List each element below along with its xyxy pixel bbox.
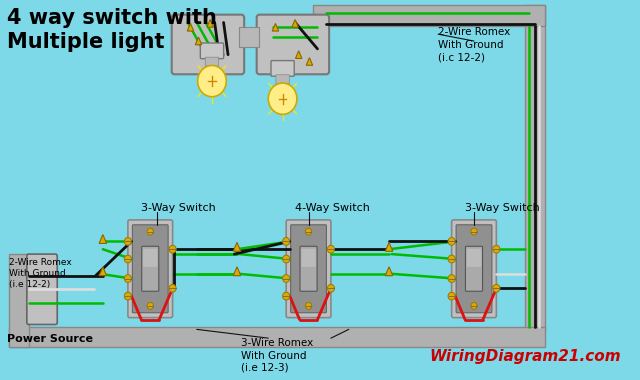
Circle shape (471, 228, 477, 235)
FancyBboxPatch shape (301, 249, 316, 267)
Text: 4-Way Switch: 4-Way Switch (295, 203, 370, 213)
FancyBboxPatch shape (128, 220, 173, 318)
FancyBboxPatch shape (143, 249, 157, 267)
Polygon shape (296, 51, 302, 59)
Circle shape (124, 255, 131, 263)
FancyBboxPatch shape (525, 5, 545, 332)
Circle shape (124, 292, 131, 300)
Polygon shape (99, 267, 107, 276)
Text: WiringDiagram21.com: WiringDiagram21.com (429, 348, 621, 364)
Circle shape (448, 275, 455, 282)
Circle shape (283, 275, 290, 282)
Circle shape (147, 302, 154, 309)
Circle shape (169, 245, 176, 253)
FancyBboxPatch shape (9, 254, 29, 347)
Circle shape (198, 65, 227, 97)
FancyBboxPatch shape (465, 246, 483, 291)
Polygon shape (385, 242, 393, 251)
Text: 3-Wire Romex
With Ground
(i.e 12-3): 3-Wire Romex With Ground (i.e 12-3) (241, 338, 314, 373)
Circle shape (124, 238, 131, 245)
Circle shape (327, 245, 335, 253)
Circle shape (283, 292, 290, 300)
FancyBboxPatch shape (205, 57, 219, 66)
Text: 2-Wire Romex
With Ground
(i.c 12-2): 2-Wire Romex With Ground (i.c 12-2) (438, 27, 511, 62)
Text: Power Source: Power Source (7, 334, 93, 344)
FancyBboxPatch shape (9, 328, 545, 347)
Circle shape (283, 255, 290, 263)
FancyBboxPatch shape (141, 246, 159, 291)
Text: 3-Way Switch: 3-Way Switch (141, 203, 216, 213)
Polygon shape (99, 234, 107, 244)
FancyBboxPatch shape (271, 60, 294, 76)
Circle shape (493, 284, 500, 292)
Polygon shape (385, 267, 393, 276)
Polygon shape (292, 19, 298, 27)
Circle shape (169, 284, 176, 292)
FancyBboxPatch shape (132, 225, 168, 313)
FancyBboxPatch shape (257, 15, 329, 74)
Circle shape (305, 228, 312, 235)
Polygon shape (195, 37, 202, 45)
Polygon shape (188, 24, 194, 31)
Circle shape (448, 292, 455, 300)
Circle shape (448, 255, 455, 263)
Circle shape (493, 245, 500, 253)
FancyBboxPatch shape (467, 249, 481, 267)
FancyBboxPatch shape (27, 254, 57, 325)
FancyBboxPatch shape (172, 15, 244, 74)
Circle shape (471, 302, 477, 309)
FancyBboxPatch shape (286, 220, 331, 318)
Text: 2-Wire Romex
With Ground
(i.e 12-2): 2-Wire Romex With Ground (i.e 12-2) (9, 258, 72, 289)
Circle shape (305, 302, 312, 309)
FancyBboxPatch shape (300, 246, 317, 291)
FancyBboxPatch shape (452, 220, 497, 318)
FancyBboxPatch shape (239, 27, 259, 47)
Polygon shape (272, 24, 278, 31)
Text: 3-Way Switch: 3-Way Switch (465, 203, 540, 213)
Circle shape (448, 238, 455, 245)
Polygon shape (233, 267, 241, 276)
FancyBboxPatch shape (291, 225, 326, 313)
Circle shape (147, 228, 154, 235)
FancyBboxPatch shape (313, 5, 545, 26)
FancyBboxPatch shape (456, 225, 492, 313)
Polygon shape (233, 242, 241, 251)
Polygon shape (306, 58, 313, 65)
FancyBboxPatch shape (276, 75, 289, 84)
Circle shape (268, 83, 297, 114)
FancyBboxPatch shape (200, 43, 223, 59)
Polygon shape (207, 19, 213, 27)
Circle shape (283, 238, 290, 245)
Circle shape (124, 275, 131, 282)
Text: 4 way switch with
Multiple light: 4 way switch with Multiple light (7, 8, 217, 52)
Circle shape (327, 284, 335, 292)
